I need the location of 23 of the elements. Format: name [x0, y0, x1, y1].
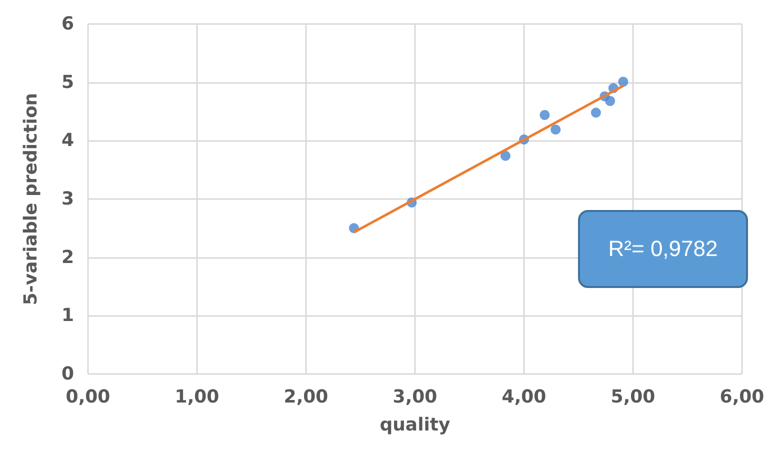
- point: [590, 108, 601, 118]
- point: [618, 76, 628, 87]
- point: [605, 96, 616, 106]
- x-axis-title: quality: [380, 414, 451, 436]
- x-tick-label: 3,00: [392, 386, 438, 408]
- point: [540, 110, 550, 120]
- y-tick-label: 1: [61, 305, 74, 326]
- x-tick-label: 1,00: [174, 386, 220, 408]
- x-tick-label: 2,00: [284, 386, 328, 408]
- x-tick-label: 4,00: [502, 386, 546, 408]
- x-tick-label: 5,00: [610, 386, 656, 408]
- y-tick-label: 4: [61, 130, 74, 152]
- y-tick-label: 0: [61, 364, 74, 384]
- y-tick-label: 3: [61, 188, 74, 210]
- y-tick-label: 2: [61, 246, 74, 268]
- y-tick-label: 6: [61, 14, 74, 34]
- y-tick-label: 5: [61, 72, 74, 93]
- x-tick-label: 0,00: [66, 386, 110, 408]
- point: [500, 150, 510, 161]
- y-axis-title: 5-variable prediction: [20, 92, 42, 306]
- text-box: R²= 0,9782: [578, 210, 748, 288]
- x-tick-label: 6,00: [720, 386, 764, 408]
- point: [550, 124, 561, 135]
